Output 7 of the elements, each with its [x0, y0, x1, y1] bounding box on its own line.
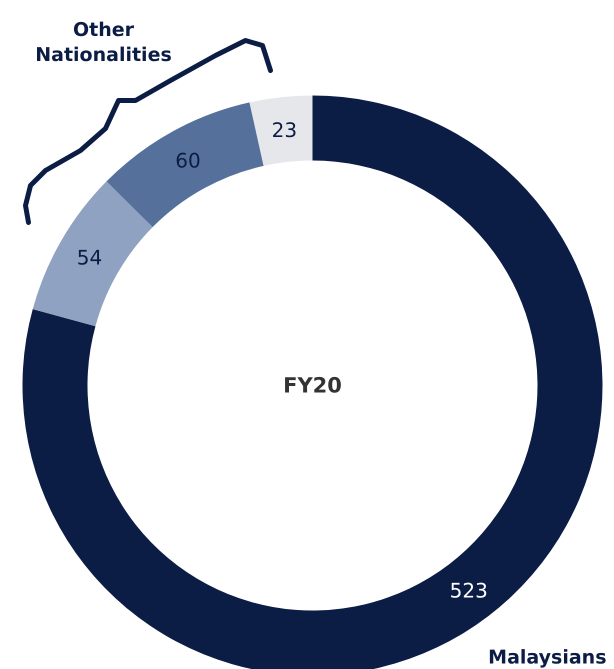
data-label: 60: [175, 148, 201, 173]
text: FY20: [283, 374, 342, 398]
data-label: 523: [450, 578, 488, 603]
text: Other Nationalities: [35, 18, 172, 66]
data-label: 54: [76, 245, 102, 270]
data-label: 23: [272, 118, 298, 142]
slice-label: Malaysians: [488, 646, 606, 668]
